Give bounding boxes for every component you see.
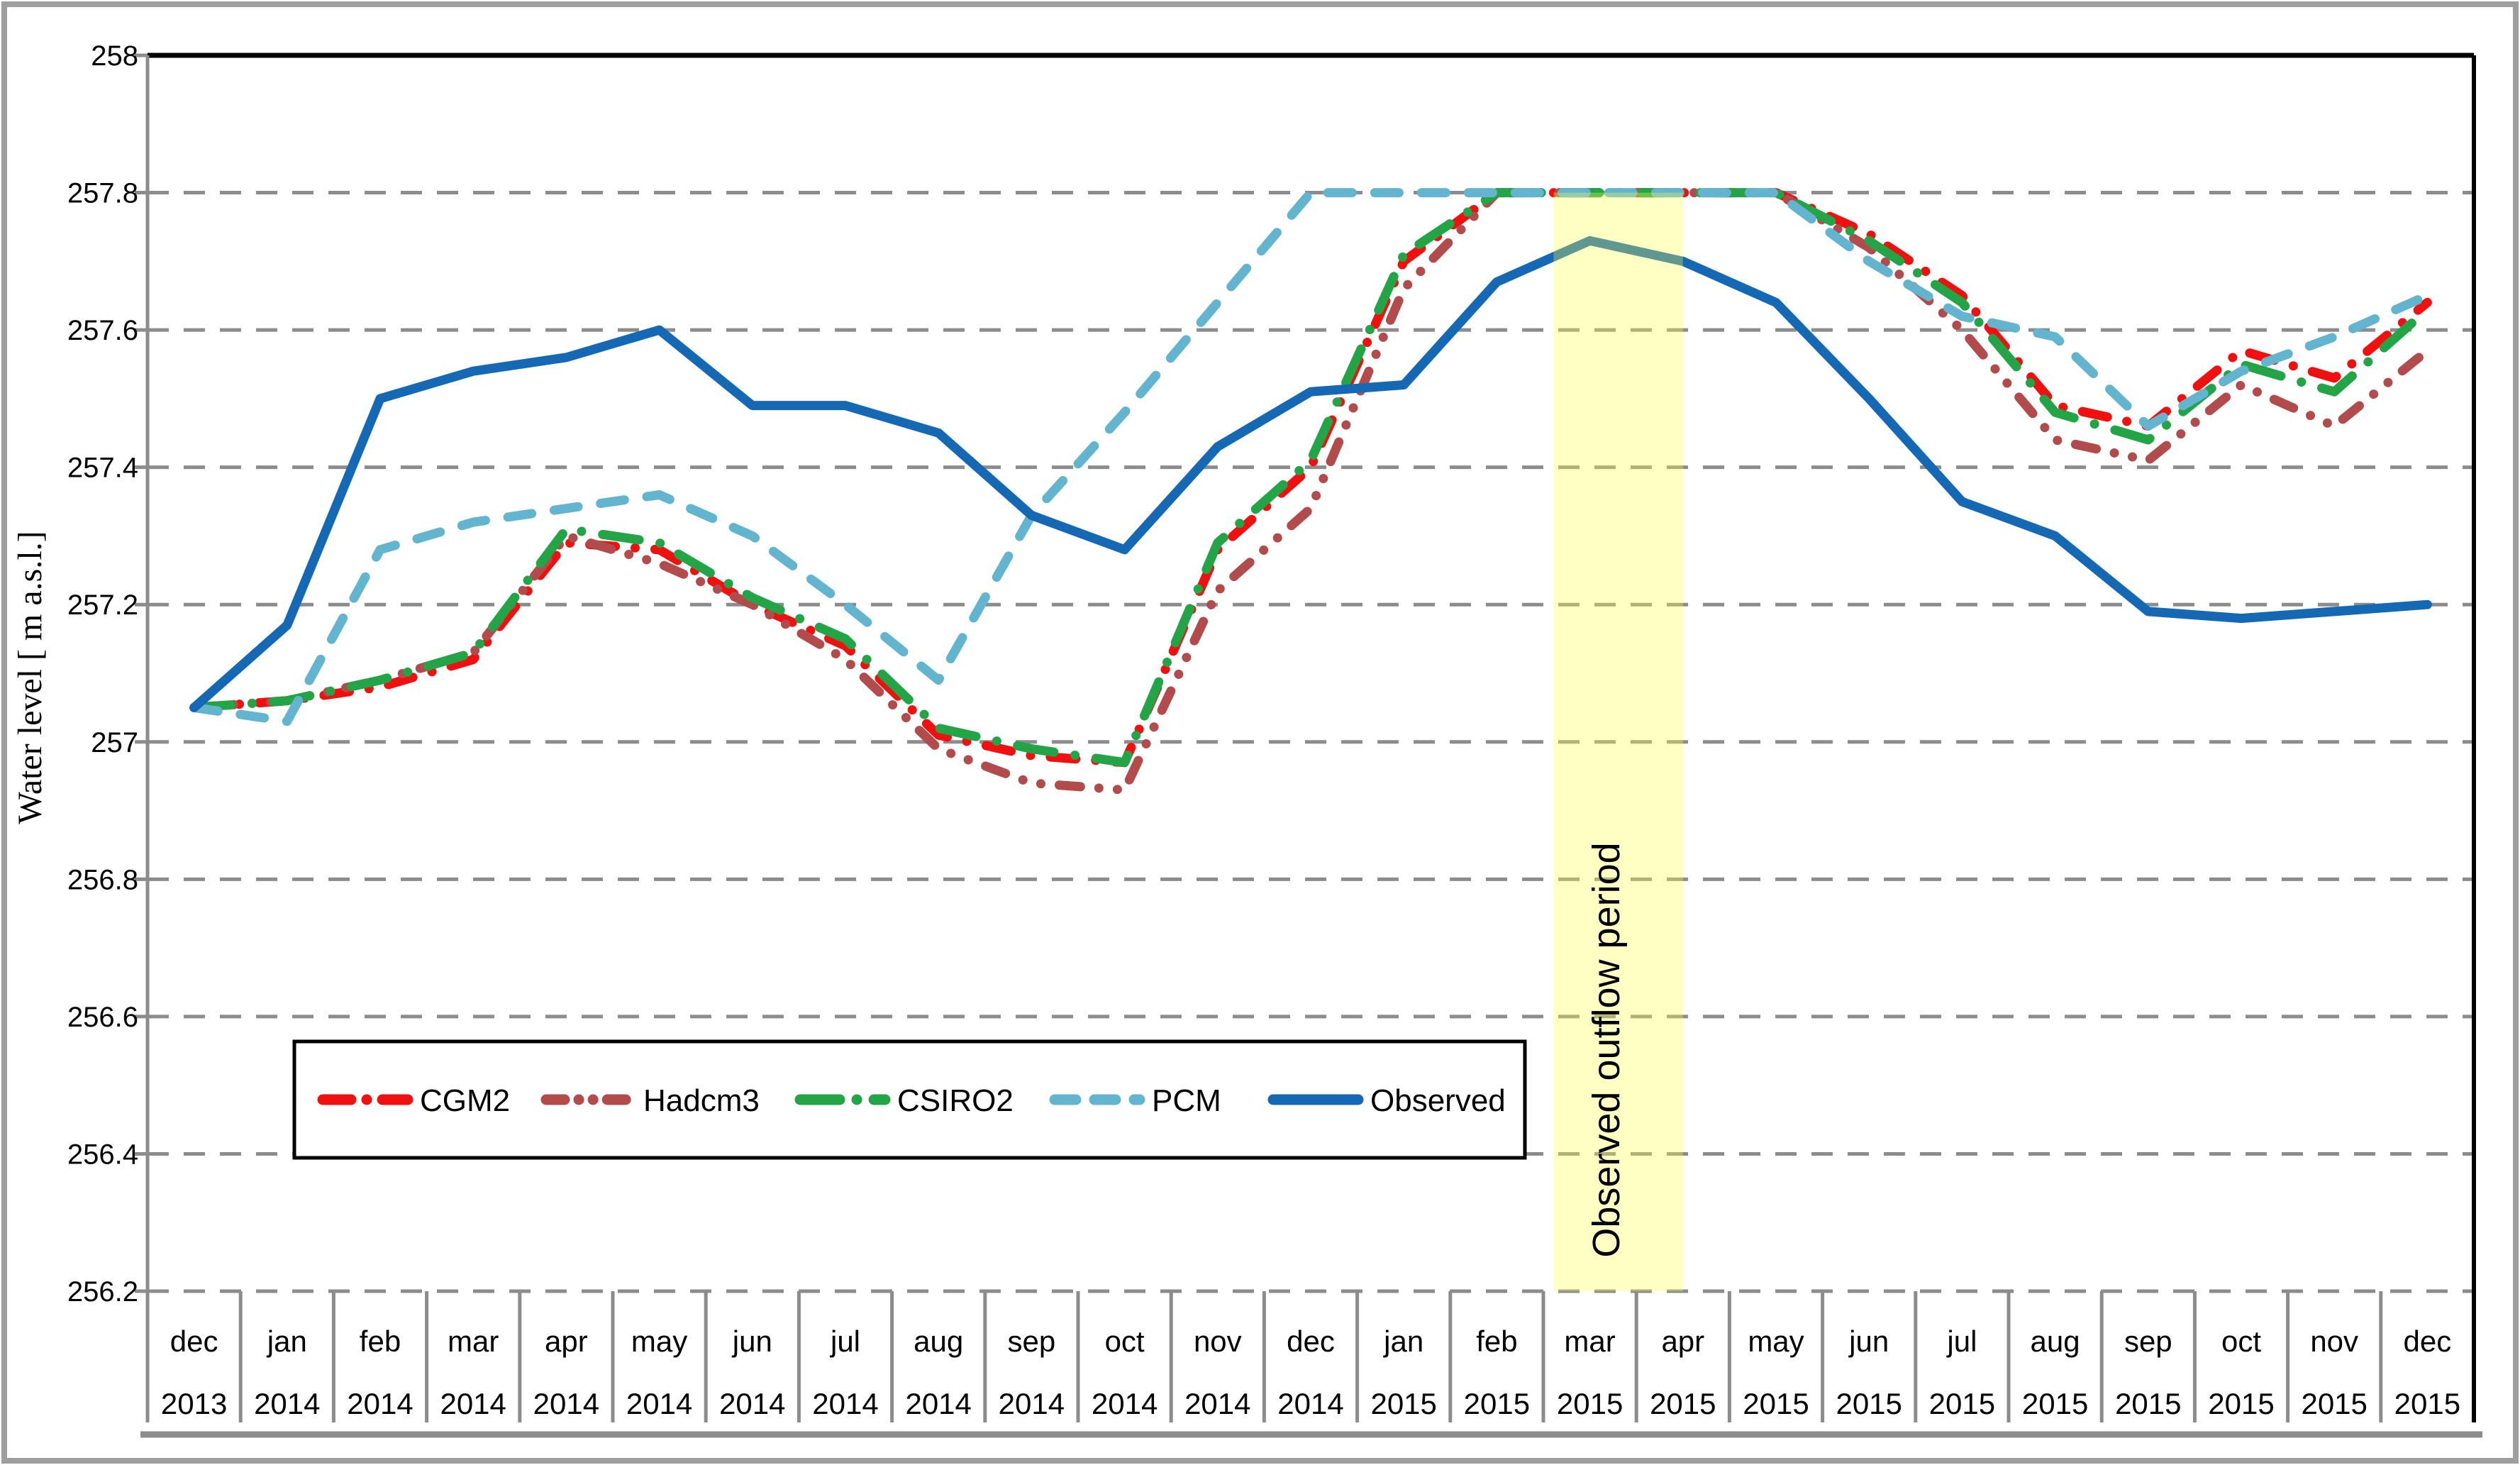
year-label: 2015	[1464, 1387, 1530, 1420]
y-tick-label: 258	[91, 40, 138, 72]
series-line-pcm	[189, 188, 2432, 726]
year-label: 2014	[626, 1387, 692, 1420]
y-axis-title: Water level [ m a.s.l.]	[11, 531, 49, 824]
month-label: sep	[1008, 1325, 1056, 1358]
series-line-cgm2	[189, 188, 2432, 768]
month-label: apr	[1661, 1325, 1704, 1358]
year-label: 2015	[1650, 1387, 1716, 1420]
month-label: feb	[360, 1325, 401, 1358]
year-label: 2014	[719, 1387, 785, 1420]
legend-label-csiro2: CSIRO2	[897, 1083, 1014, 1118]
month-label: jun	[1848, 1325, 1889, 1358]
month-label: mar	[1564, 1325, 1615, 1358]
y-tick-label: 256.6	[67, 1002, 138, 1033]
y-tick-label: 257.4	[67, 453, 138, 484]
month-label: jan	[1382, 1325, 1423, 1358]
month-label: dec	[1287, 1325, 1335, 1358]
year-label: 2015	[2301, 1387, 2367, 1420]
month-label: aug	[914, 1325, 963, 1358]
year-label: 2014	[1092, 1387, 1158, 1420]
year-label: 2015	[1743, 1387, 1809, 1420]
year-label: 2015	[2208, 1387, 2274, 1420]
legend-label-pcm: PCM	[1152, 1083, 1221, 1118]
month-label: jul	[829, 1325, 860, 1358]
year-label: 2015	[1836, 1387, 1902, 1420]
month-label: jun	[731, 1325, 772, 1358]
month-label: nov	[2310, 1325, 2358, 1358]
year-label: 2015	[1929, 1387, 1995, 1420]
year-label: 2014	[254, 1387, 320, 1420]
y-tick-label: 256.2	[67, 1276, 138, 1308]
year-label: 2014	[999, 1387, 1065, 1420]
y-tick-label: 257.2	[67, 590, 138, 621]
month-label: may	[631, 1325, 687, 1358]
year-label: 2014	[1184, 1387, 1250, 1420]
month-label: aug	[2031, 1325, 2080, 1358]
month-label: oct	[2221, 1325, 2261, 1358]
year-label: 2015	[2115, 1387, 2181, 1420]
series-line-hadcm3	[189, 188, 2432, 795]
month-label: oct	[1105, 1325, 1145, 1358]
y-tick-label: 256.8	[67, 864, 138, 895]
year-label: 2013	[161, 1387, 227, 1420]
year-label: 2015	[1557, 1387, 1623, 1420]
legend-label-hadcm3: Hadcm3	[643, 1083, 760, 1118]
legend-label-cgm2: CGM2	[420, 1083, 510, 1118]
month-label: feb	[1476, 1325, 1517, 1358]
y-tick-label: 256.4	[67, 1139, 138, 1170]
month-label: mar	[448, 1325, 499, 1358]
month-label: apr	[545, 1325, 588, 1358]
month-label: jul	[1945, 1325, 1977, 1358]
month-label: may	[1748, 1325, 1804, 1358]
year-label: 2014	[440, 1387, 506, 1420]
year-label: 2014	[812, 1387, 878, 1420]
year-label: 2014	[905, 1387, 971, 1420]
month-label: dec	[170, 1325, 218, 1358]
y-tick-label: 257	[91, 727, 138, 758]
year-label: 2015	[1370, 1387, 1436, 1420]
year-label: 2015	[2022, 1387, 2088, 1420]
year-label: 2015	[2394, 1387, 2460, 1420]
y-tick-label: 257.6	[67, 315, 138, 346]
series-line-csiro2	[189, 188, 2432, 768]
month-label: sep	[2124, 1325, 2172, 1358]
outflow-band-label: Observed outflow period	[1585, 842, 1628, 1257]
series-line-observed	[189, 236, 2432, 712]
legend-label-observed: Observed	[1370, 1083, 1506, 1118]
y-tick-label: 257.8	[67, 178, 138, 209]
month-label: nov	[1194, 1325, 1242, 1358]
year-label: 2014	[533, 1387, 599, 1420]
year-label: 2014	[347, 1387, 413, 1420]
year-label: 2014	[1277, 1387, 1343, 1420]
month-label: dec	[2404, 1325, 2452, 1358]
month-label: jan	[266, 1325, 307, 1358]
observed-outflow-band	[1553, 192, 1683, 1291]
